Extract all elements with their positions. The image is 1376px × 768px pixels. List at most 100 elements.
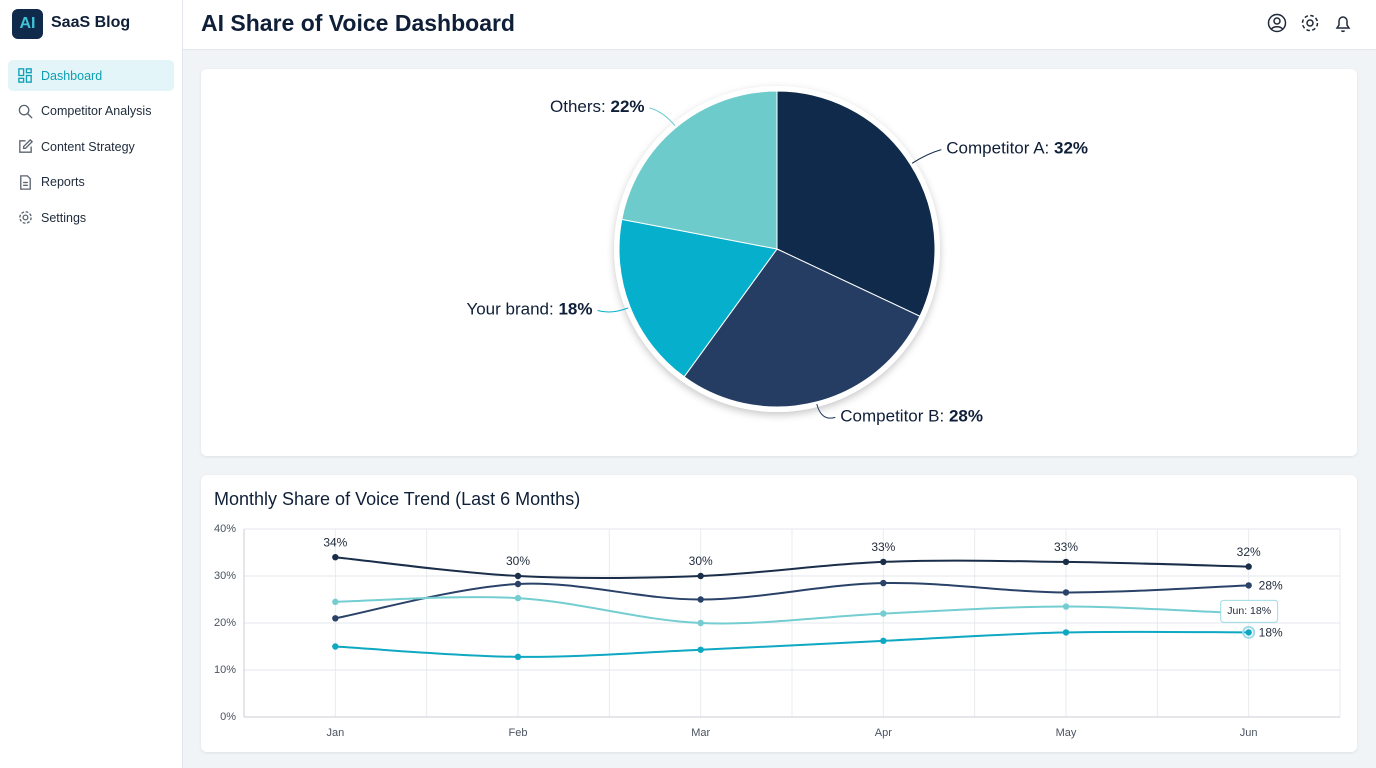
nav-item[interactable]: Settings — [8, 202, 174, 233]
x-tick-label: Jun — [1240, 727, 1258, 739]
tooltip-box — [1220, 599, 1279, 623]
header: AI Share of Voice Dashboard — [183, 0, 1376, 50]
data-point — [1062, 629, 1070, 636]
slice-label: Competitor A: 32% — [946, 139, 1088, 158]
data-label: 32% — [1237, 545, 1261, 559]
data-point — [697, 596, 704, 603]
nav-item[interactable]: Content Strategy — [8, 131, 174, 162]
nav-label: Dashboard — [41, 68, 103, 83]
data-point — [697, 646, 704, 653]
data-point — [514, 594, 522, 602]
slice-label: Your brand: 18% — [466, 300, 592, 319]
settings-icon — [19, 211, 32, 224]
brand-name[interactable]: SaaS Blog — [51, 14, 131, 31]
data-point — [880, 610, 887, 617]
leader-line — [649, 107, 676, 127]
search-icon — [18, 104, 33, 119]
x-tick-label: Mar — [691, 727, 710, 739]
y-tick-label: 0% — [220, 711, 236, 723]
y-tick-label: 20% — [214, 617, 236, 629]
y-tick-label: 30% — [214, 570, 236, 582]
chart-title: Monthly Share of Voice Trend (Last 6 Mon… — [214, 489, 580, 509]
trend-card: Monthly Share of Voice Trend (Last 6 Mon… — [201, 475, 1357, 752]
data-point — [697, 572, 704, 580]
leader-line — [816, 403, 836, 419]
data-label: 33% — [1054, 540, 1078, 554]
slice-label: Competitor B: 28% — [840, 407, 983, 426]
nav-item[interactable]: Reports — [8, 167, 174, 198]
sidebar: AI SaaS Blog Dashboard Competitor Analys… — [0, 0, 183, 768]
pie-slice — [618, 218, 778, 378]
slice-label: Others: 22% — [550, 97, 645, 116]
data-point — [514, 653, 522, 661]
data-point — [880, 637, 887, 645]
nav-label: Reports — [41, 175, 85, 189]
data-point — [332, 598, 339, 606]
nav-label: Settings — [41, 210, 87, 225]
page-title: AI Share of Voice Dashboard — [201, 10, 515, 36]
data-point — [332, 615, 339, 622]
nav-item[interactable]: Dashboard — [8, 60, 174, 91]
pie-chart: Competitor A: 32% Competitor B: 28% Your b… — [466, 86, 1088, 426]
notifications-button[interactable] — [1332, 12, 1354, 34]
nav-menu: Dashboard Competitor Analysis Content St… — [8, 60, 174, 238]
data-point — [332, 643, 339, 650]
pie-slice — [621, 90, 778, 250]
data-point — [514, 580, 522, 588]
slice-value: 22% — [611, 97, 645, 116]
data-label: 30% — [506, 554, 530, 568]
tooltip-text: Jun: 18% — [1227, 605, 1271, 617]
data-point — [332, 554, 339, 561]
data-point — [1062, 589, 1070, 596]
x-tick-label: May — [1056, 727, 1077, 739]
data-label: 30% — [689, 554, 713, 568]
slice-value: 32% — [1054, 139, 1088, 158]
data-point — [514, 572, 522, 580]
slice-value: 18% — [558, 300, 592, 319]
data-label: 28% — [1259, 579, 1283, 593]
pie-card: Competitor A: 32% Competitor B: 28% Your b… — [201, 69, 1357, 456]
data-label: 33% — [871, 540, 895, 554]
x-tick-label: Feb — [509, 727, 528, 739]
slice-value: 28% — [949, 407, 983, 426]
settings-button[interactable] — [1299, 12, 1321, 34]
highlight-ring — [1242, 625, 1256, 639]
data-point — [880, 558, 887, 566]
leader-line — [597, 307, 629, 313]
x-tick-label: Apr — [875, 727, 892, 739]
leader-line — [911, 149, 942, 164]
pie-slice — [776, 90, 936, 317]
data-point — [1062, 558, 1070, 566]
y-tick-label: 10% — [214, 664, 236, 676]
pie-slice — [683, 248, 921, 408]
series-line — [335, 581, 1249, 620]
data-point — [697, 619, 704, 627]
data-point — [880, 579, 887, 587]
account-icon[interactable] — [1266, 12, 1288, 34]
data-point — [1245, 563, 1252, 570]
data-point — [1245, 582, 1252, 589]
slice-name: Competitor A: — [946, 139, 1049, 158]
data-point — [1245, 629, 1252, 636]
data-point — [1062, 603, 1070, 610]
x-tick-label: Jan — [326, 727, 344, 739]
logo[interactable]: AI — [12, 9, 43, 39]
slice-name: Competitor B: — [840, 407, 944, 426]
nav-item[interactable]: Competitor Analysis — [8, 96, 174, 127]
header-icons — [1266, 12, 1354, 34]
series-line — [335, 630, 1249, 658]
series-line — [335, 556, 1249, 580]
slice-name: Others: — [550, 97, 606, 116]
nav-label: Competitor Analysis — [41, 104, 152, 118]
line-chart: Monthly Share of Voice Trend (Last 6 Mon… — [214, 489, 1341, 739]
data-label: 34% — [323, 535, 347, 549]
y-tick-label: 40% — [214, 523, 236, 535]
report-icon — [20, 174, 31, 190]
slice-name: Your brand: — [466, 300, 553, 319]
data-label: 18% — [1259, 626, 1283, 640]
edit-icon — [19, 138, 34, 153]
dashboard-icon — [18, 68, 32, 83]
series-line — [335, 596, 1249, 625]
nav-label: Content Strategy — [41, 139, 135, 154]
